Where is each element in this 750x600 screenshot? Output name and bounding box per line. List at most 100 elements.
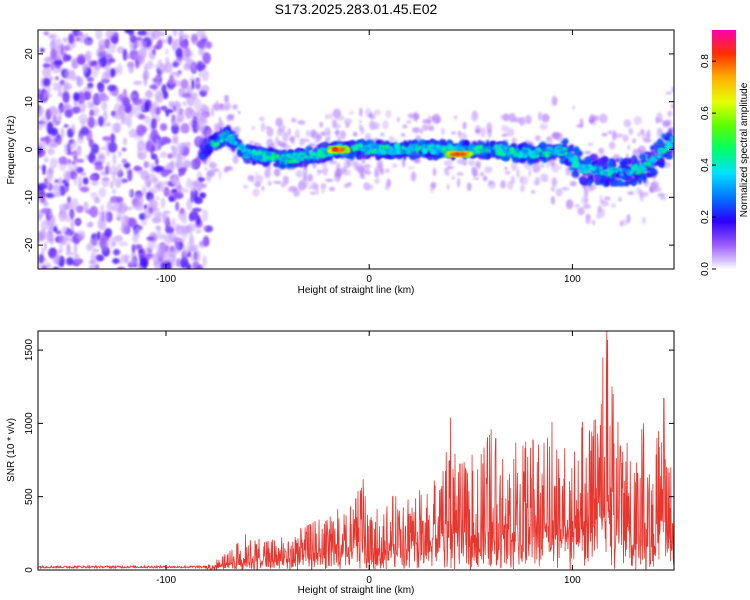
spectrogram-cell xyxy=(576,124,583,128)
spectrogram-cell xyxy=(170,71,179,76)
spectrogram-cell xyxy=(408,166,415,170)
spectrogram-cell xyxy=(622,134,629,142)
spectrogram-cell xyxy=(89,109,95,117)
spectrogram-cell xyxy=(668,128,672,135)
spectrogram-cell xyxy=(87,82,94,89)
spectrogram-cell xyxy=(153,211,158,217)
spectrogram-cell xyxy=(176,237,186,244)
spectrogram-cell xyxy=(400,132,406,137)
spectrogram-cell xyxy=(62,37,68,43)
spectrogram-cell xyxy=(86,57,92,71)
spectrogram-cell xyxy=(175,47,184,58)
spectrogram-cell xyxy=(599,113,608,124)
spectrogram-cell xyxy=(74,219,81,225)
spectrogram-cell xyxy=(657,138,663,147)
spectrogram-cell xyxy=(383,151,387,155)
spectrogram-cell xyxy=(335,148,339,151)
spectrogram-cell xyxy=(670,103,674,109)
spectrogram-cell xyxy=(386,141,390,145)
spectrogram-cell xyxy=(136,124,146,136)
spectrogram-cell xyxy=(171,255,176,268)
spectrogram-cell xyxy=(199,153,206,160)
spectrogram-cell xyxy=(174,191,184,200)
spectrogram-cell xyxy=(46,83,51,95)
spectrogram-cell xyxy=(361,158,366,164)
spectrogram-cell xyxy=(451,131,456,135)
spectrogram-cell xyxy=(343,162,349,170)
spectrogram-cell xyxy=(482,175,488,182)
spectrogram-cell xyxy=(212,168,220,172)
spectrogram-cell xyxy=(39,228,47,241)
spectrogram-cell xyxy=(79,186,90,193)
spectrogram-cell xyxy=(220,133,228,139)
spectrogram-cell xyxy=(127,217,137,228)
spectrogram-cell xyxy=(588,165,592,169)
spectrogram-cell xyxy=(179,257,189,269)
spectrogram-cell xyxy=(102,136,112,142)
spectrogram-cell xyxy=(587,142,594,146)
spectrogram-cell xyxy=(160,197,166,209)
snr-ytick-label: 1000 xyxy=(24,412,35,435)
spectrogram-cell xyxy=(62,225,68,233)
spectrogram-cell xyxy=(329,186,336,192)
spectrogram-cell xyxy=(85,209,95,215)
spectrogram-cell xyxy=(202,255,207,268)
spectrogram-cell xyxy=(150,176,159,184)
snr-xlabel: Height of straight line (km) xyxy=(298,585,415,596)
spectrogram-cell xyxy=(174,241,181,254)
spectrogram-cell xyxy=(79,172,87,177)
spectrogram-cell xyxy=(176,112,185,123)
spectrogram-cell xyxy=(332,123,342,129)
spectrogram-cell xyxy=(137,30,147,36)
spectrogram-cell xyxy=(162,39,168,44)
spectrogram-cell xyxy=(532,152,537,156)
spectrogram-cell xyxy=(631,156,635,161)
spectrogram-cell xyxy=(511,161,518,172)
spectrogram-cell xyxy=(463,153,467,156)
spectrogram-cell xyxy=(140,219,148,227)
spectrogram-cell xyxy=(168,74,175,87)
spectrogram-cell xyxy=(71,106,81,114)
spectrogram-ylabel: Frequency (Hz) xyxy=(6,116,17,185)
spectrogram-cell xyxy=(146,236,155,241)
spectrogram-cell xyxy=(156,91,164,104)
spectrogram-cell xyxy=(182,245,188,256)
spectrogram-cell xyxy=(385,110,392,118)
spectrogram-cell xyxy=(550,195,556,205)
spectrogram-cell xyxy=(584,165,589,171)
spectrogram-cell xyxy=(321,183,326,190)
spectrogram-cell xyxy=(52,114,57,123)
spectrogram-cell xyxy=(261,122,265,132)
spectrogram-cell xyxy=(71,59,78,69)
spectrogram-cell xyxy=(213,123,221,127)
spectrogram-cell xyxy=(649,187,654,194)
spectrogram-cell xyxy=(667,110,673,117)
spectrogram-cell xyxy=(133,195,144,207)
spectrogram-cell xyxy=(43,201,49,207)
colorbar-tick-label: 0.0 xyxy=(700,262,711,276)
spectrogram-cell xyxy=(76,145,82,157)
spectrogram-cell xyxy=(160,151,167,159)
spectrogram-cell xyxy=(580,165,585,172)
spectrogram-cell xyxy=(650,160,655,164)
spectrogram-cell xyxy=(178,167,187,173)
spectrogram-cell xyxy=(637,132,641,138)
spectrogram-cell xyxy=(585,213,591,219)
spectrogram-cell xyxy=(290,158,298,164)
snr-series-line xyxy=(38,331,674,570)
spectrogram-cell xyxy=(193,98,202,111)
spectrogram-cell xyxy=(42,62,51,69)
spectrogram-cell xyxy=(118,150,122,157)
spectrogram-cell xyxy=(110,133,116,144)
spectrogram-cell xyxy=(65,257,74,266)
spectrogram-cell xyxy=(335,128,339,138)
spectrogram-cell xyxy=(359,107,363,117)
spectrogram-cell xyxy=(82,63,88,74)
spectrogram-cell xyxy=(619,157,623,163)
spectrogram-cell xyxy=(311,149,317,153)
spectrogram-cell xyxy=(322,166,329,176)
spectrogram-cell xyxy=(133,105,141,118)
spectrogram-cell xyxy=(68,74,79,81)
spectrogram-cell xyxy=(357,166,365,174)
spectrogram-cell xyxy=(591,156,596,160)
